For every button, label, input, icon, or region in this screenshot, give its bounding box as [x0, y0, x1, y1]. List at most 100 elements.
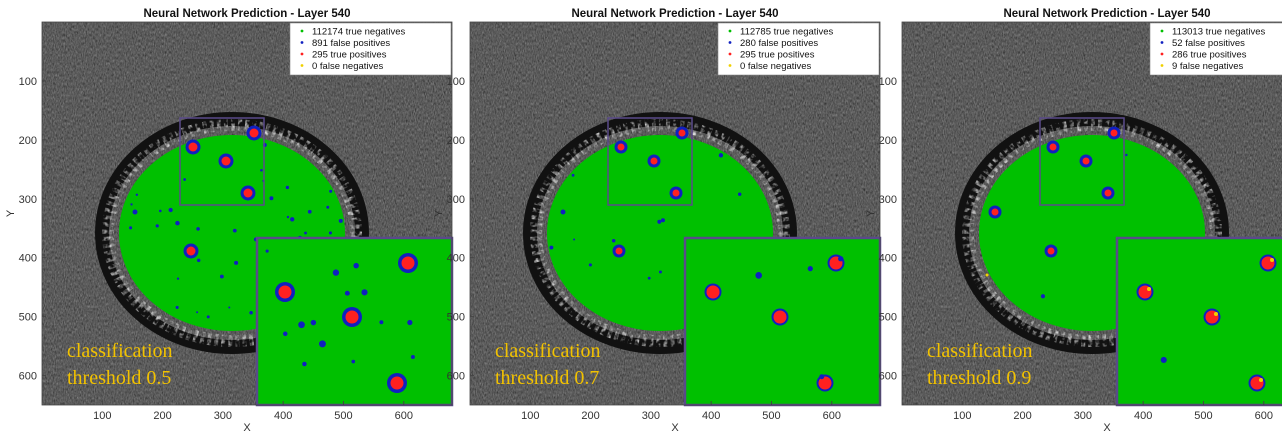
y-tick-label: 200 [879, 135, 897, 147]
inset-blob [346, 311, 359, 324]
y-tick-label: 400 [19, 253, 37, 265]
x-axis-label: X [243, 422, 251, 434]
inset-speck [298, 321, 305, 328]
y-tick-label: 500 [19, 312, 37, 324]
speck [738, 193, 741, 196]
panel: 100200300400500600100200300400500600Neur… [865, 8, 1282, 434]
speck [156, 224, 159, 227]
x-tick-label: 400 [274, 410, 292, 422]
y-axis-label: Y [433, 209, 445, 217]
y-tick-label: 300 [879, 194, 897, 206]
inset-speck [407, 320, 412, 325]
speck [228, 306, 230, 308]
x-axis-label: X [1103, 422, 1111, 434]
legend-marker [1161, 41, 1164, 44]
blob [616, 248, 623, 255]
blob [250, 129, 259, 138]
speck [159, 210, 162, 213]
legend-marker [729, 64, 732, 67]
speck [197, 259, 200, 262]
blob [133, 210, 138, 215]
speck [130, 203, 132, 205]
x-tick-label: 100 [521, 410, 539, 422]
blob [1048, 248, 1055, 255]
legend-marker [729, 30, 732, 33]
speck [549, 246, 553, 250]
annotation: classification [67, 340, 173, 362]
inset-speck [1161, 357, 1167, 363]
legend-entry: 9 false negatives [1172, 61, 1244, 72]
speck [329, 231, 332, 234]
x-tick-label: 500 [334, 410, 352, 422]
blob [992, 209, 999, 216]
blob [1105, 190, 1112, 197]
legend-entry: 0 false negatives [740, 61, 812, 72]
speck [339, 219, 343, 223]
legend-marker [1161, 64, 1164, 67]
speck [659, 270, 662, 273]
legend-marker [1161, 30, 1164, 33]
x-tick-label: 400 [1134, 410, 1152, 422]
y-tick-label: 200 [447, 135, 465, 147]
inset-blob [707, 286, 720, 299]
inset-speck [333, 269, 339, 275]
y-axis-label: Y [5, 209, 17, 217]
legend-entry: 280 false positives [740, 38, 818, 49]
inset-speck [755, 272, 762, 279]
legend-marker [301, 41, 304, 44]
legend-marker [1161, 53, 1164, 56]
x-tick-label: 600 [1255, 410, 1273, 422]
chart-title: Neural Network Prediction - Layer 540 [143, 8, 350, 20]
speck [196, 227, 200, 231]
legend-entry: 52 false positives [1172, 38, 1245, 49]
inset-speck [266, 250, 269, 253]
blob [222, 157, 231, 166]
speck [175, 221, 180, 226]
blob [673, 190, 680, 197]
speck [572, 174, 575, 177]
inset-speck [361, 289, 367, 295]
x-tick-label: 200 [1013, 410, 1031, 422]
x-tick-label: 600 [395, 410, 413, 422]
speck [661, 218, 665, 222]
blob [189, 143, 198, 152]
speck [719, 153, 723, 157]
x-axis-label: X [671, 422, 679, 434]
inset-fn [1270, 258, 1274, 262]
y-tick-label: 400 [879, 253, 897, 265]
annotation: classification [927, 340, 1033, 362]
speck [169, 208, 173, 212]
inset-speck [411, 355, 415, 359]
speck [326, 206, 329, 209]
speck [269, 196, 273, 200]
speck [233, 229, 237, 233]
y-tick-label: 100 [19, 76, 37, 88]
speck [196, 311, 198, 313]
x-tick-label: 200 [581, 410, 599, 422]
blob [1083, 158, 1090, 165]
inset-fn [1147, 287, 1151, 291]
x-tick-label: 500 [1194, 410, 1212, 422]
speck [260, 169, 263, 172]
speck [183, 178, 186, 181]
inset-blob [391, 377, 404, 390]
legend-marker [729, 41, 732, 44]
blob [679, 130, 686, 137]
speck [612, 239, 615, 242]
x-tick-label: 500 [762, 410, 780, 422]
legend-marker [301, 30, 304, 33]
x-tick-label: 300 [642, 410, 660, 422]
inset-speck [819, 374, 824, 379]
x-tick-label: 200 [153, 410, 171, 422]
legend-entry: 286 true positives [1172, 50, 1247, 61]
inset-fn [1214, 312, 1218, 316]
legend-entry: 0 false negatives [312, 61, 384, 72]
legend-entry: 295 true positives [740, 50, 815, 61]
inset-speck [379, 320, 383, 324]
blob [561, 210, 566, 215]
y-tick-label: 200 [19, 135, 37, 147]
speck [129, 226, 132, 229]
x-tick-label: 100 [93, 410, 111, 422]
